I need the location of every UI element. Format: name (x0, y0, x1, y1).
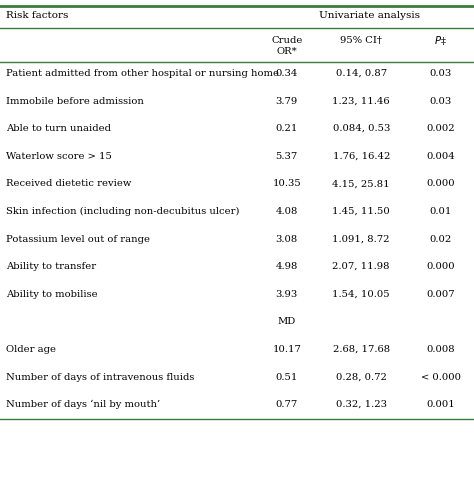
Text: Univariate analysis: Univariate analysis (319, 11, 420, 20)
Text: Older age: Older age (6, 345, 55, 354)
Text: Waterlow score > 15: Waterlow score > 15 (6, 152, 111, 161)
Text: 0.001: 0.001 (427, 400, 455, 409)
Text: 4.08: 4.08 (275, 207, 298, 216)
Text: 1.091, 8.72: 1.091, 8.72 (332, 235, 390, 243)
Text: 1.54, 10.05: 1.54, 10.05 (332, 290, 390, 299)
Text: 1.23, 11.46: 1.23, 11.46 (332, 96, 390, 106)
Text: 0.34: 0.34 (275, 69, 298, 78)
Text: 2.68, 17.68: 2.68, 17.68 (333, 345, 390, 354)
Text: 0.21: 0.21 (275, 124, 298, 133)
Text: 2.07, 11.98: 2.07, 11.98 (332, 262, 390, 271)
Text: 3.08: 3.08 (276, 235, 298, 243)
Text: Number of days of intravenous fluids: Number of days of intravenous fluids (6, 372, 194, 382)
Text: 0.28, 0.72: 0.28, 0.72 (336, 372, 387, 382)
Text: 0.007: 0.007 (427, 290, 455, 299)
Text: MD: MD (278, 317, 296, 326)
Text: < 0.000: < 0.000 (421, 372, 461, 382)
Text: 0.03: 0.03 (430, 96, 452, 106)
Text: 10.17: 10.17 (273, 345, 301, 354)
Text: 10.35: 10.35 (273, 180, 301, 188)
Text: Number of days ‘nil by mouth’: Number of days ‘nil by mouth’ (6, 400, 160, 409)
Text: 0.03: 0.03 (430, 69, 452, 78)
Text: 0.004: 0.004 (427, 152, 455, 161)
Text: 0.084, 0.53: 0.084, 0.53 (332, 124, 390, 133)
Text: Potassium level out of range: Potassium level out of range (6, 235, 150, 243)
Text: Risk factors: Risk factors (6, 11, 68, 20)
Text: Patient admitted from other hospital or nursing home: Patient admitted from other hospital or … (6, 69, 279, 78)
Text: Immobile before admission: Immobile before admission (6, 96, 144, 106)
Text: 0.14, 0.87: 0.14, 0.87 (336, 69, 387, 78)
Text: Ability to transfer: Ability to transfer (6, 262, 96, 271)
Text: 5.37: 5.37 (276, 152, 298, 161)
Text: $\mathit{P}$‡: $\mathit{P}$‡ (435, 34, 447, 47)
Text: 3.93: 3.93 (276, 290, 298, 299)
Text: 1.76, 16.42: 1.76, 16.42 (332, 152, 390, 161)
Text: Crude: Crude (271, 36, 302, 45)
Text: Able to turn unaided: Able to turn unaided (6, 124, 111, 133)
Text: 0.77: 0.77 (276, 400, 298, 409)
Text: 4.98: 4.98 (275, 262, 298, 271)
Text: Skin infection (including non-decubitus ulcer): Skin infection (including non-decubitus … (6, 207, 239, 216)
Text: 95% CI†: 95% CI† (340, 36, 382, 45)
Text: 0.000: 0.000 (427, 180, 455, 188)
Text: OR*: OR* (276, 47, 297, 56)
Text: 0.32, 1.23: 0.32, 1.23 (336, 400, 387, 409)
Text: 1.45, 11.50: 1.45, 11.50 (332, 207, 390, 216)
Text: 0.002: 0.002 (427, 124, 455, 133)
Text: 3.79: 3.79 (276, 96, 298, 106)
Text: 0.51: 0.51 (275, 372, 298, 382)
Text: 4.15, 25.81: 4.15, 25.81 (332, 180, 390, 188)
Text: Received dietetic review: Received dietetic review (6, 180, 131, 188)
Text: 0.000: 0.000 (427, 262, 455, 271)
Text: 0.008: 0.008 (427, 345, 455, 354)
Text: Ability to mobilise: Ability to mobilise (6, 290, 97, 299)
Text: 0.01: 0.01 (429, 207, 452, 216)
Text: 0.02: 0.02 (430, 235, 452, 243)
